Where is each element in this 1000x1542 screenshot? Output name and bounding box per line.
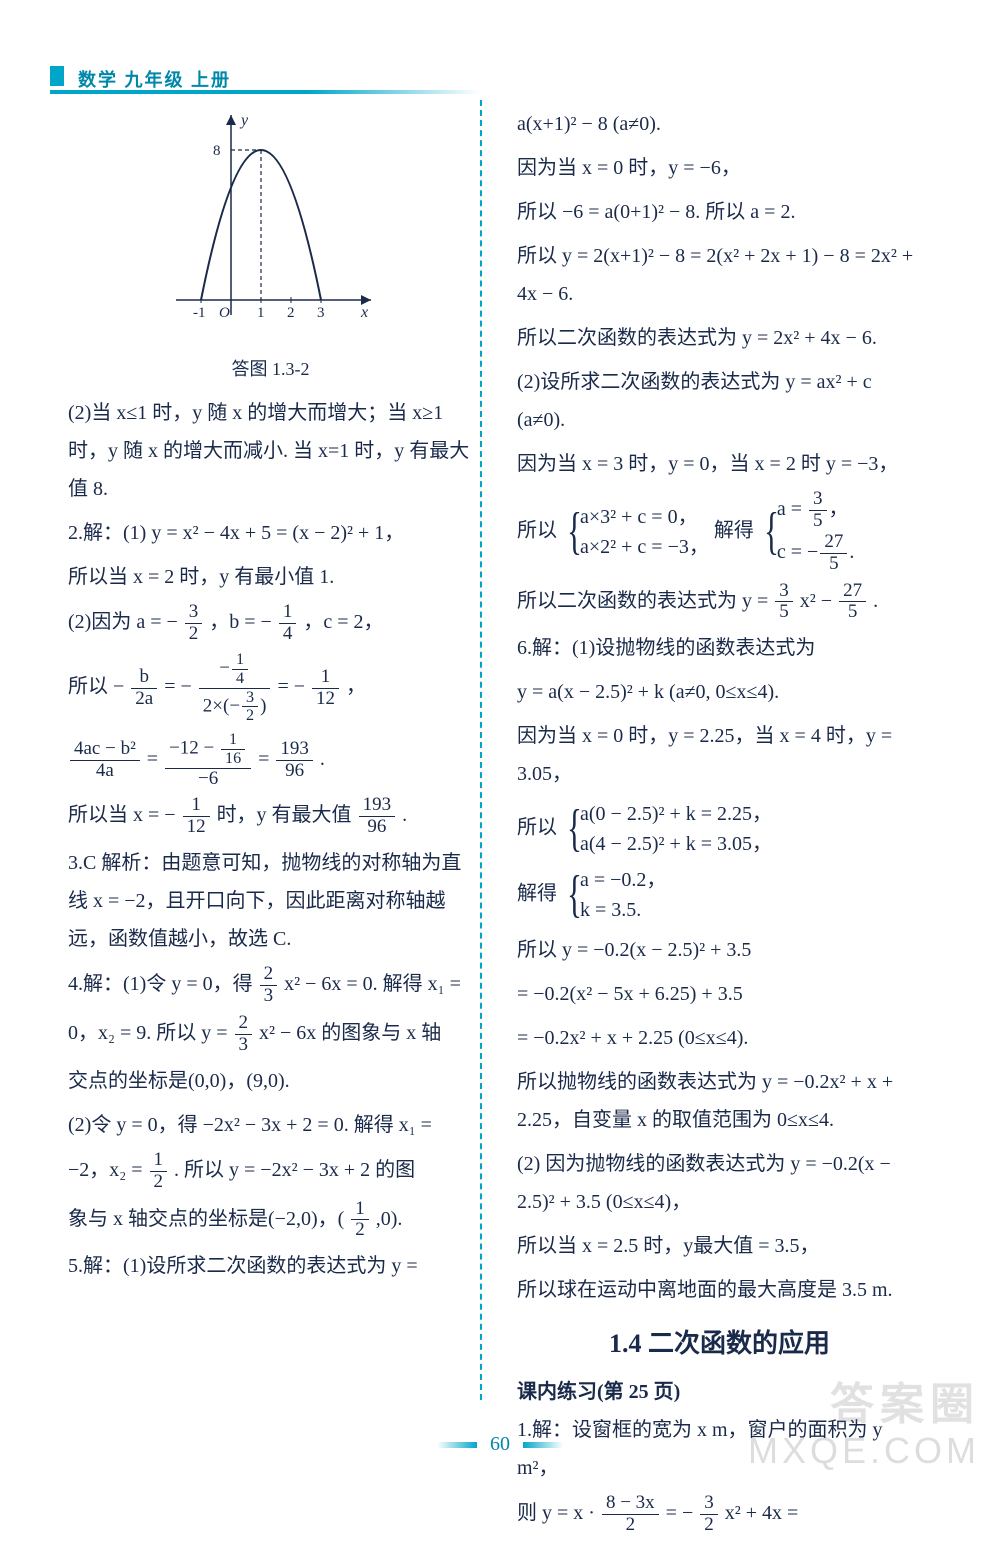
figure-1-3-2: -1 O 1 2 3 x y 8 答图 1.3-2 — [68, 105, 473, 386]
r8: 所以 a×3² + c = 0， a×2² + c = −3， 解得 a = 3… — [517, 489, 922, 575]
right-column: a(x+1)² − 8 (a≠0). 因为当 x = 0 时，y = −6， 所… — [517, 105, 922, 1542]
q4c: 交点的坐标是(0,0)，(9,0). — [68, 1062, 473, 1100]
q2f-pre: 所以当 x = − — [68, 804, 176, 826]
q2a: 2.解：(1) y = x² − 4x + 5 = (x − 2)² + 1， — [68, 514, 473, 552]
q4a: 4.解：(1)令 y = 0，得 23 x² − 6x = 0. 解得 x₁ = — [68, 964, 473, 1007]
q2d: 所以 − b2a = − −14 2×(−32) = − 112 ， — [68, 651, 473, 725]
r9: 所以二次函数的表达式为 y = 35 x² − 275 . — [517, 581, 922, 624]
header-underline — [50, 90, 480, 94]
svg-text:1: 1 — [257, 305, 265, 321]
p1b: 则 y = x · 8 − 3x2 = − 32 x² + 4x = — [517, 1493, 922, 1536]
q2f: 所以当 x = − 112 时，y 有最大值 19396 . — [68, 795, 473, 838]
q2c: (2)因为 a = − 32 ，b = − 14 ，c = 2， — [68, 602, 473, 645]
q2f-f1: 112 — [183, 795, 210, 838]
q2b: 所以当 x = 2 时，y 有最小值 1. — [68, 558, 473, 596]
page-bar-right — [523, 1442, 563, 1448]
svg-text:3: 3 — [317, 305, 325, 321]
q6d: 所以 a(0 − 2.5)² + k = 2.25， a(4 − 2.5)² +… — [517, 799, 922, 859]
q6j: (2) 因为抛物线的函数表达式为 y = −0.2(x − 2.5)² + 3.… — [517, 1145, 922, 1221]
section-1-4-title: 1.4 二次函数的应用 — [517, 1319, 922, 1368]
q2c-post: ，c = 2， — [303, 611, 383, 633]
q4b: 0，x₂ = 9. 所以 y = 23 x² − 6x 的图象与 x 轴 — [68, 1013, 473, 1056]
parabola-graph: -1 O 1 2 3 x y 8 — [161, 105, 381, 335]
q6e: 解得 a = −0.2， k = 3.5. — [517, 865, 922, 925]
q2e-eq2: = — [258, 748, 274, 770]
q2d-f1: b2a — [131, 667, 157, 710]
q6e-solution: a = −0.2， k = 3.5. — [562, 865, 666, 925]
q2e: 4ac − b²4a = −12 − 116 −6 = 19396 . — [68, 731, 473, 789]
r8-solution: a = 35， c = −275. — [759, 489, 854, 575]
q6c: 因为当 x = 0 时，y = 2.25，当 x = 4 时，y = 3.05， — [517, 717, 922, 793]
r1: a(x+1)² − 8 (a≠0). — [517, 105, 922, 143]
r4: 所以 y = 2(x+1)² − 8 = 2(x² + 2x + 1) − 8 … — [517, 237, 922, 313]
svg-text:-1: -1 — [193, 305, 206, 321]
r8-system: a×3² + c = 0， a×2² + c = −3， — [562, 502, 709, 562]
q6f: 所以 y = −0.2(x − 2.5)² + 3.5 — [517, 931, 922, 969]
r6: (2)设所求二次函数的表达式为 y = ax² + c (a≠0). — [517, 363, 922, 439]
q2e-f3: 19396 — [276, 739, 313, 782]
q3: 3.C 解析：由题意可知，抛物线的对称轴为直线 x = −2，且开口向下，因此距… — [68, 844, 473, 958]
page-number-value: 60 — [490, 1433, 510, 1455]
r7: 因为当 x = 3 时，y = 0，当 x = 2 时 y = −3， — [517, 445, 922, 483]
q2c-frac2: 14 — [279, 602, 297, 645]
svg-text:2: 2 — [287, 305, 295, 321]
watermark-sub: MXQE.COM — [748, 1430, 980, 1472]
q6i: 所以抛物线的函数表达式为 y = −0.2x² + x + 2.25，自变量 x… — [517, 1063, 922, 1139]
q2d-post: ， — [346, 676, 366, 698]
q6b: y = a(x − 2.5)² + k (a≠0, 0≤x≤4). — [517, 673, 922, 711]
q6a: 6.解：(1)设抛物线的函数表达式为 — [517, 629, 922, 667]
r2: 因为当 x = 0 时，y = −6， — [517, 149, 922, 187]
q4d: (2)令 y = 0，得 −2x² − 3x + 2 = 0. 解得 x₁ = — [68, 1106, 473, 1144]
q6l: 所以球在运动中离地面的最大高度是 3.5 m. — [517, 1271, 922, 1309]
q5: 5.解：(1)设所求二次函数的表达式为 y = — [68, 1247, 473, 1285]
q2e-eq1: = — [147, 748, 163, 770]
q6d-system: a(0 − 2.5)² + k = 2.25， a(4 − 2.5)² + k … — [562, 799, 772, 859]
svg-text:y: y — [239, 112, 249, 129]
q2c-frac1: 32 — [185, 602, 203, 645]
q2c-mid: ，b = − — [209, 611, 272, 633]
svg-text:x: x — [360, 304, 368, 321]
q6h: = −0.2x² + x + 2.25 (0≤x≤4). — [517, 1019, 922, 1057]
q2f-mid: 时，y 有最大值 — [217, 804, 352, 826]
header-title: 数学 九年级 上册 — [78, 66, 231, 92]
q2e-f1: 4ac − b²4a — [70, 739, 140, 782]
q2d-eq2: = − — [277, 676, 305, 698]
q4f: 象与 x 轴交点的坐标是(−2,0)，( 12 ,0). — [68, 1199, 473, 1242]
figure-caption: 答图 1.3-2 — [68, 352, 473, 386]
q2f-post: . — [402, 804, 407, 826]
svg-text:O: O — [219, 305, 230, 321]
q2d-pre: 所以 − — [68, 676, 124, 698]
r5: 所以二次函数的表达式为 y = 2x² + 4x − 6. — [517, 319, 922, 357]
content-columns: -1 O 1 2 3 x y 8 答图 1.3-2 (2)当 x≤1 时，y 随… — [68, 105, 938, 1542]
q2f-f2: 19396 — [359, 795, 396, 838]
r3: 所以 −6 = a(0+1)² − 8. 所以 a = 2. — [517, 193, 922, 231]
q2c-pre: (2)因为 a = − — [68, 611, 178, 633]
header-accent-box — [50, 66, 64, 86]
q2e-bigfrac: −12 − 116 −6 — [165, 731, 251, 789]
watermark-main: 答案圈 — [830, 1368, 980, 1432]
left-column: -1 O 1 2 3 x y 8 答图 1.3-2 (2)当 x≤1 时，y 随… — [68, 105, 473, 1542]
svg-text:8: 8 — [213, 143, 221, 159]
q6k: 所以当 x = 2.5 时，y最大值 = 3.5， — [517, 1227, 922, 1265]
q6g: = −0.2(x² − 5x + 6.25) + 3.5 — [517, 975, 922, 1013]
q2d-bigfrac: −14 2×(−32) — [199, 651, 271, 725]
page-header: 数学 九年级 上册 — [50, 62, 950, 90]
q4e: −2，x₂ = 12 . 所以 y = −2x² − 3x + 2 的图 — [68, 1150, 473, 1193]
q2d-eq1: = − — [164, 676, 192, 698]
q2d-f3: 112 — [312, 667, 339, 710]
left-p1: (2)当 x≤1 时，y 随 x 的增大而增大；当 x≥1 时，y 随 x 的增… — [68, 394, 473, 508]
page-bar-left — [437, 1442, 477, 1448]
q2e-post: . — [320, 748, 325, 770]
